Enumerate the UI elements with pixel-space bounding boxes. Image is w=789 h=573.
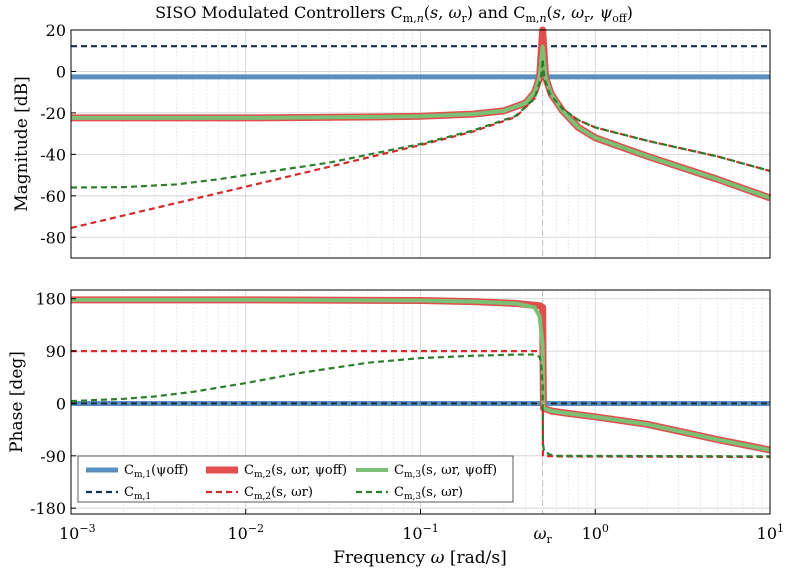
legend: Cm,1(ψoff) Cm,2(s, ωr, ψoff) Cm,3(s, ωr, ψ…	[77, 455, 514, 503]
phase-ylabel: Phase [deg]	[7, 351, 27, 453]
legend-label-cm2_psi: Cm,2(s, ωr, ψoff)	[244, 463, 347, 480]
phase-ytick-label: -90	[40, 447, 66, 466]
legend-label-cm1: Cm,1	[124, 485, 151, 502]
x-axis-label: Frequency ω [rad/s]	[333, 548, 507, 568]
phase-line-cm3	[70, 353, 771, 458]
phase-line-cm3_psi	[71, 297, 771, 452]
legend-label-cm3: Cm,3(s, ωr)	[394, 485, 463, 502]
magnitude-axes-box	[70, 29, 771, 259]
magnitude-line-cm3	[70, 57, 771, 189]
phase-ytick-label: 0	[56, 394, 66, 413]
magnitude-ytick-label: -40	[40, 145, 66, 164]
phase-yticks: 180 90 0 -90 -180	[30, 290, 76, 518]
magnitude-line-cm3_psi	[71, 44, 771, 200]
magnitude-ytick-label: -80	[40, 228, 66, 247]
magnitude-ytick-label: 20	[46, 21, 66, 40]
x-tick-label: 101	[757, 522, 784, 543]
magnitude-lines	[70, 26, 772, 230]
magnitude-panel: 20 0 -20 -40 -60 -80 Magnitude [dB]	[12, 21, 772, 259]
x-tick-label: 100	[582, 522, 609, 543]
magnitude-ytick-label: 0	[56, 62, 66, 81]
magnitude-ytick-label: -20	[40, 104, 66, 123]
x-tick-label: 10−3	[59, 522, 96, 543]
legend-label-cm1_psi: Cm,1(ψoff)	[124, 463, 188, 480]
x-tick-label-omega-r: ωr	[533, 524, 552, 546]
legend-label-cm3_psi: Cm,3(s, ωr, ψoff)	[394, 463, 497, 480]
phase-ytick-label: 180	[35, 290, 66, 309]
phase-lines	[70, 296, 771, 459]
x-tick-label: 10−1	[402, 522, 439, 543]
x-tick-label: 10−2	[227, 522, 264, 543]
magnitude-yticks: 20 0 -20 -40 -60 -80	[40, 21, 76, 247]
chart-title: SISO Modulated Controllers Cm,n(s, ωr) a…	[155, 3, 633, 25]
phase-ytick-label: -180	[30, 499, 66, 518]
magnitude-ylabel: Magnitude [dB]	[12, 76, 32, 212]
x-axis-ticks: 10−3 10−2 10−1 100 101 ωr	[59, 509, 784, 546]
legend-box	[77, 455, 514, 503]
legend-label-cm2: Cm,2(s, ωr)	[244, 485, 313, 502]
phase-ytick-label: 90	[46, 342, 66, 361]
magnitude-ytick-label: -60	[40, 187, 66, 206]
